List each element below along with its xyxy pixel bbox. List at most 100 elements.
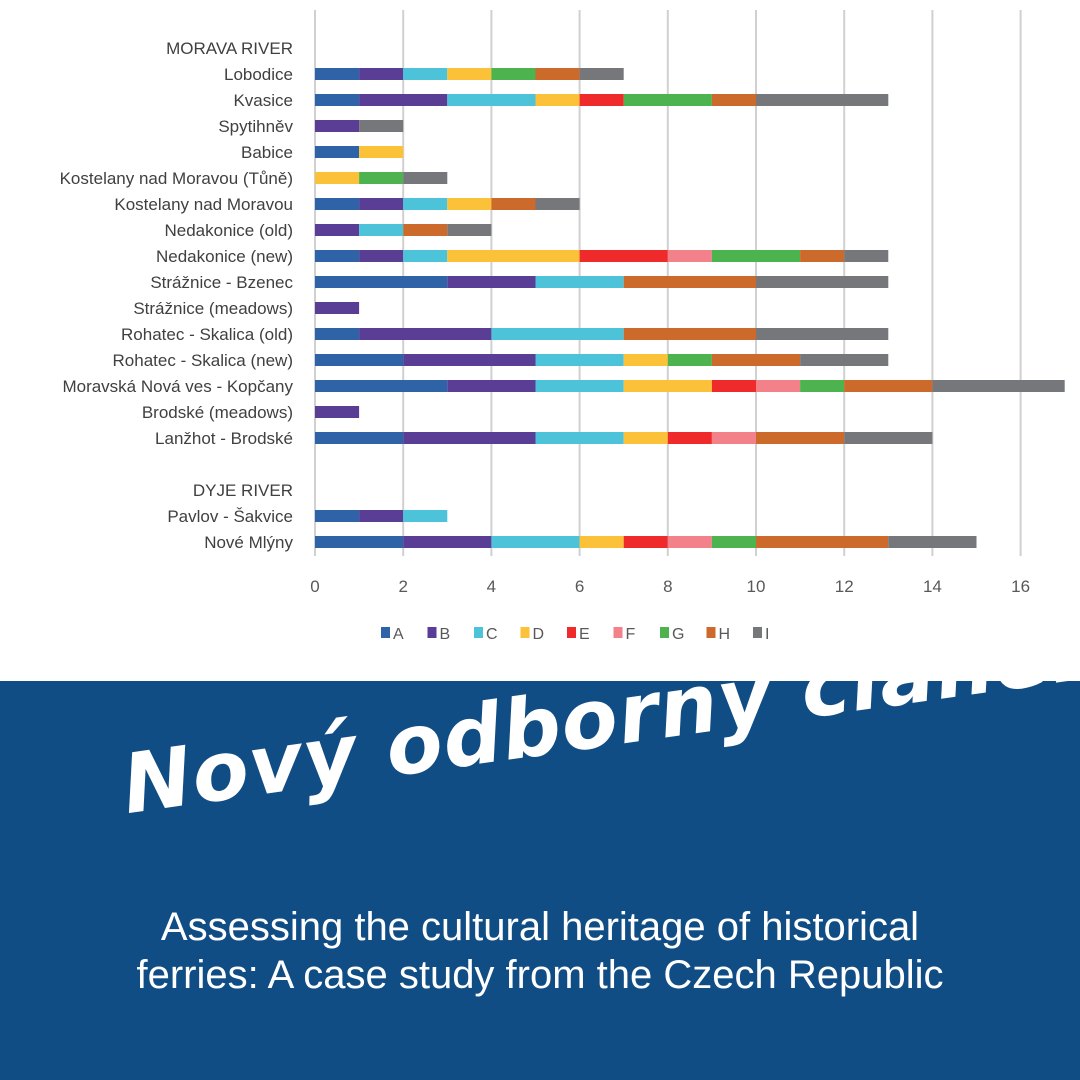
bar-segment-a: [315, 250, 360, 262]
bar-segment-g: [667, 354, 712, 366]
bar-segment-a: [315, 380, 448, 392]
bar-segment-i: [447, 224, 492, 236]
y-category-label: Moravská Nová ves - Kopčany: [62, 377, 293, 396]
bar-segment-b: [359, 328, 492, 340]
bar-segment-d: [447, 68, 492, 80]
bar-segment-g: [359, 172, 404, 184]
bar-segment-b: [403, 354, 536, 366]
bar-segment-i: [756, 328, 889, 340]
subtitle-line-1: Assessing the cultural heritage of histo…: [160, 905, 920, 949]
legend-label: C: [486, 626, 498, 643]
bar-segment-d: [623, 354, 668, 366]
bar-segment-d: [579, 536, 624, 548]
y-category-label: Spytihněv: [218, 117, 293, 136]
bar-segment-f: [667, 536, 712, 548]
bar-segment-c: [535, 432, 624, 444]
bar-segment-c: [403, 250, 448, 262]
bar-segment-b: [315, 406, 360, 418]
y-category-label: Nedakonice (new): [156, 247, 293, 266]
legend-swatch-i: [753, 627, 762, 638]
bar-segment-h: [403, 224, 448, 236]
legend-swatch-a: [381, 627, 390, 638]
bar-segment-f: [667, 250, 712, 262]
x-tick-label: 6: [575, 577, 584, 596]
y-category-label: Nové Mlýny: [204, 533, 293, 552]
bar-segment-a: [315, 432, 404, 444]
bar-segment-i: [579, 68, 624, 80]
bar-segment-b: [359, 198, 404, 210]
legend-swatch-h: [706, 627, 716, 638]
y-category-label: Strážnice - Bzenec: [150, 273, 293, 292]
y-category-label: Kostelany nad Moravou (Tůně): [60, 169, 293, 188]
legend-label: H: [719, 626, 731, 643]
bar-segment-g: [800, 380, 845, 392]
bar-segment-i: [800, 354, 889, 366]
bar-segment-c: [535, 380, 624, 392]
y-category-label: Babice: [241, 143, 293, 162]
bar-segment-i: [844, 432, 933, 444]
banner: [0, 681, 1080, 1080]
y-category-label: Pavlov - Šakvice: [167, 507, 293, 526]
bar-segment-i: [756, 276, 889, 288]
x-tick-label: 8: [663, 577, 672, 596]
bar-segment-g: [491, 68, 536, 80]
bar-segment-a: [315, 198, 360, 210]
bar-segment-b: [359, 68, 404, 80]
legend-swatch-d: [520, 627, 530, 638]
y-category-label: Nedakonice (old): [164, 221, 293, 240]
bar-segment-c: [535, 276, 624, 288]
bar-segment-b: [315, 120, 360, 132]
x-tick-label: 14: [923, 577, 942, 596]
bar-segment-h: [491, 198, 536, 210]
bar-segment-d: [535, 94, 580, 106]
subtitle-line-2: ferries: A case study from the Czech Rep…: [136, 953, 944, 997]
legend-swatch-b: [427, 627, 437, 638]
legend-swatch-f: [613, 627, 623, 638]
bar-segment-i: [359, 120, 404, 132]
bar-segment-c: [403, 198, 448, 210]
bar-segment-i: [844, 250, 889, 262]
bar-segment-b: [403, 536, 492, 548]
bar-segment-c: [403, 510, 448, 522]
bar-segment-e: [623, 536, 668, 548]
bar-segment-a: [315, 328, 360, 340]
bar-segment-d: [447, 250, 580, 262]
stacked-bar-chart: 0 2 4 6 8 10 12 14 16 MORAVA RIVER Lobodice Kvasice…: [60, 10, 1065, 643]
bar-segment-a: [315, 68, 360, 80]
bar-segment-b: [447, 276, 536, 288]
bar-segment-a: [315, 146, 360, 158]
bar-segment-c: [447, 94, 536, 106]
bar-segment-d: [447, 198, 492, 210]
legend-label: A: [393, 626, 404, 643]
bar-segment-g: [623, 94, 712, 106]
bar-segment-b: [359, 250, 404, 262]
bar-segment-b: [447, 380, 536, 392]
bar-segment-f: [756, 380, 801, 392]
legend-label: D: [533, 626, 545, 643]
bar-segment-c: [359, 224, 404, 236]
bar-segment-g: [711, 250, 801, 262]
bar-segment-e: [711, 380, 756, 392]
bar-segment-a: [315, 510, 360, 522]
legend-swatch-e: [567, 627, 576, 638]
bar-segment-h: [756, 536, 889, 548]
y-category-label: Brodské (meadows): [142, 403, 293, 422]
legend-label: E: [579, 626, 590, 643]
bar-segment-i: [888, 536, 977, 548]
bar-segment-h: [711, 354, 801, 366]
bar-segment-h: [756, 432, 845, 444]
y-category-label: Lanžhot - Brodské: [155, 429, 293, 448]
bar-segment-i: [535, 198, 580, 210]
y-category-label: Rohatec - Skalica (new): [113, 351, 293, 370]
legend-label: F: [626, 626, 636, 643]
bar-segment-d: [359, 146, 404, 158]
y-category-label: Kostelany nad Moravou: [114, 195, 293, 214]
legend-swatch-g: [660, 627, 669, 638]
river-header: DYJE RIVER: [193, 481, 293, 500]
bar-segment-i: [403, 172, 448, 184]
legend-swatch-c: [474, 627, 483, 638]
y-category-label: Rohatec - Skalica (old): [121, 325, 293, 344]
bar-segment-d: [623, 432, 668, 444]
legend-label: I: [765, 626, 769, 643]
bar-segment-h: [844, 380, 933, 392]
